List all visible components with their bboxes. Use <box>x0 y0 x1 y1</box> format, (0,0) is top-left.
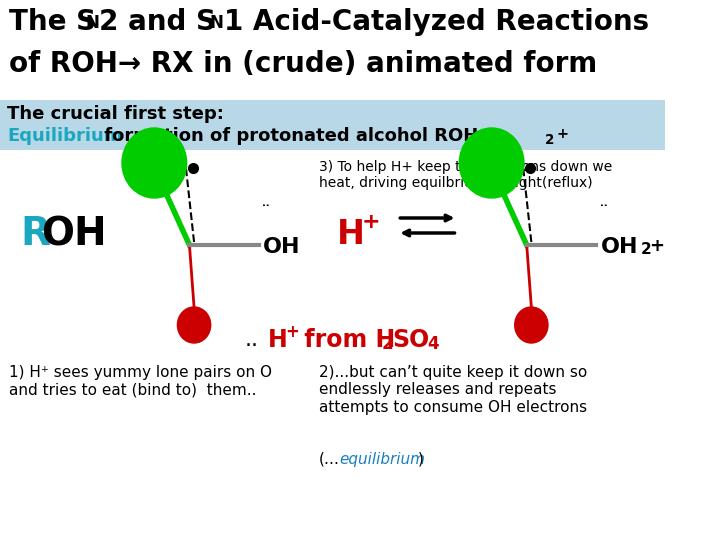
Text: 2: 2 <box>382 335 393 353</box>
Text: 1) H⁺ sees yummy lone pairs on O
and tries to eat (bind to)  them..: 1) H⁺ sees yummy lone pairs on O and tri… <box>9 365 272 397</box>
Text: from H: from H <box>296 328 395 352</box>
Text: The S: The S <box>9 8 96 36</box>
Text: Equilibrium: Equilibrium <box>7 127 123 145</box>
Text: +: + <box>557 127 568 141</box>
Text: H: H <box>268 328 288 352</box>
Bar <box>0 100 665 150</box>
Text: N: N <box>210 14 224 32</box>
Circle shape <box>122 128 186 198</box>
Text: OH: OH <box>600 237 638 257</box>
Text: 1 Acid-Catalyzed Reactions: 1 Acid-Catalyzed Reactions <box>224 8 649 36</box>
Circle shape <box>459 128 524 198</box>
Text: ..: .. <box>245 330 259 350</box>
Text: 3) To help H+ keep the electrons down we
heat, driving equilbrium to right(reflu: 3) To help H+ keep the electrons down we… <box>319 160 612 190</box>
Text: 2 and S: 2 and S <box>99 8 216 36</box>
Text: OH: OH <box>40 215 107 253</box>
Text: (…: (… <box>319 452 340 467</box>
Text: +: + <box>286 323 300 341</box>
Circle shape <box>515 307 548 343</box>
Text: formation of protonated alcohol ROH: formation of protonated alcohol ROH <box>98 127 478 145</box>
Text: equilibrium: equilibrium <box>339 452 425 467</box>
Text: SO: SO <box>392 328 429 352</box>
Text: ¨: ¨ <box>598 204 608 222</box>
Text: ¨: ¨ <box>261 204 271 222</box>
Text: OH: OH <box>264 237 301 257</box>
Text: +: + <box>361 212 380 232</box>
Text: 2: 2 <box>640 242 651 257</box>
Text: +: + <box>649 237 665 255</box>
Circle shape <box>177 307 211 343</box>
Text: ): ) <box>418 452 423 467</box>
Text: N: N <box>85 14 99 32</box>
Text: The crucial first step:: The crucial first step: <box>7 105 224 123</box>
Text: 4: 4 <box>427 335 438 353</box>
Text: 2)...but can’t quite keep it down so
endlessly releases and repeats
attempts to : 2)...but can’t quite keep it down so end… <box>319 365 587 415</box>
Text: H: H <box>337 218 365 251</box>
Text: of ROH→ RX in (crude) animated form: of ROH→ RX in (crude) animated form <box>9 50 598 78</box>
Text: 2: 2 <box>545 133 554 147</box>
Text: R: R <box>20 215 50 253</box>
